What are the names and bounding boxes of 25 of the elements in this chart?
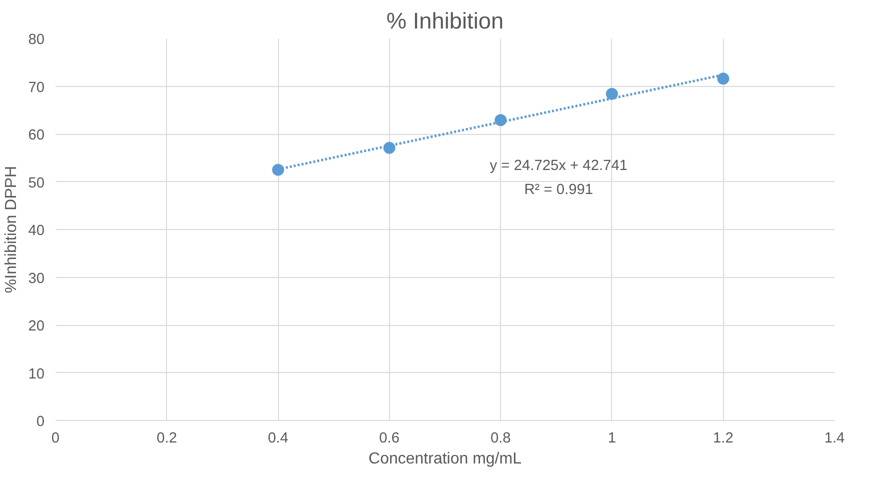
x-tick-label: 0	[51, 430, 60, 446]
point	[272, 164, 284, 176]
y-tick-label: 0	[36, 414, 45, 430]
x-axis-title: Concentration mg/mL	[368, 450, 522, 468]
x-tick-label: 0.8	[490, 430, 511, 446]
point	[606, 88, 618, 100]
x-tick-label: 0.4	[268, 430, 288, 446]
y-tick-label: 40	[28, 223, 45, 239]
x-tick-label: 1.2	[713, 430, 734, 446]
y-tick-label: 50	[28, 175, 45, 192]
x-tick-label: 1.4	[824, 430, 845, 446]
x-tick-label: 0.2	[156, 430, 177, 446]
x-tick-label: 1	[608, 430, 616, 446]
x-tick-label: 0.6	[379, 430, 400, 446]
annotation: y = 24.725x + 42.741	[490, 158, 628, 174]
chart-title: % Inhibition	[386, 8, 504, 34]
y-tick-label: 20	[28, 318, 45, 334]
y-tick-label: 10	[28, 366, 45, 382]
y-tick-label: 80	[28, 32, 45, 48]
y-axis-title: %Inhibition DPPH	[3, 166, 20, 294]
y-tick-label: 60	[28, 128, 45, 144]
annotation: R² = 0.991	[524, 182, 594, 198]
y-tick-label: 30	[28, 270, 45, 287]
y-tick-label: 70	[28, 80, 45, 96]
point	[717, 72, 730, 85]
